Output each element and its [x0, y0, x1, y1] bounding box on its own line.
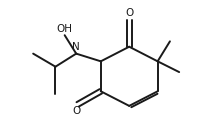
Text: N: N	[72, 42, 80, 52]
Text: O: O	[72, 106, 80, 116]
Text: O: O	[125, 8, 133, 18]
Text: OH: OH	[57, 24, 73, 34]
